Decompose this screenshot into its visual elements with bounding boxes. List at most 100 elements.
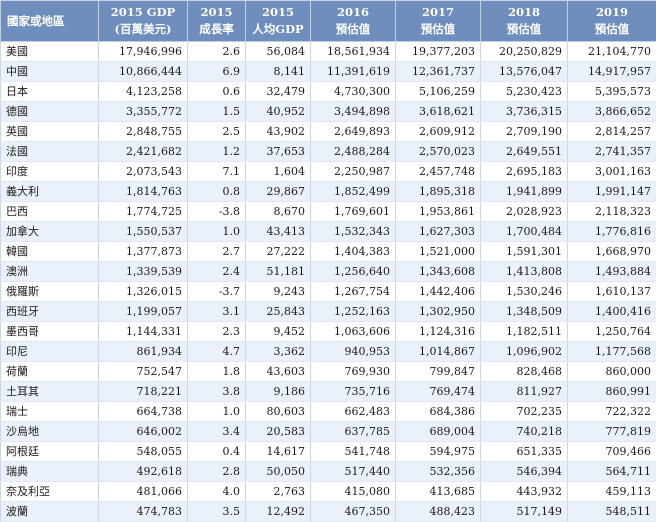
gdp-2015-cell: 4,123,258 (99, 82, 188, 102)
estimate-2016-cell: 1,252,163 (311, 302, 396, 322)
estimate-2019-cell: 564,711 (568, 462, 656, 482)
estimate-2016-cell: 1,063,606 (311, 322, 396, 342)
estimate-2016-cell: 662,483 (311, 402, 396, 422)
header-gdp-2015: 2015 GDP(百萬美元) (99, 1, 188, 42)
estimate-2018-cell: 3,736,315 (481, 102, 568, 122)
estimate-2018-cell: 2,709,190 (481, 122, 568, 142)
estimate-2019-cell: 1,668,970 (568, 242, 656, 262)
growth-2015-cell: 1.0 (188, 222, 246, 242)
estimate-2017-cell: 1,442,406 (396, 282, 481, 302)
header-country-label: 國家或地區 (7, 14, 65, 28)
per-capita-2015-cell: 50,050 (246, 462, 311, 482)
estimate-2017-cell: 1,124,316 (396, 322, 481, 342)
country-cell: 法國 (1, 142, 99, 162)
gdp-2015-cell: 1,814,763 (99, 182, 188, 202)
gdp-2015-cell: 474,783 (99, 502, 188, 522)
growth-2015-cell: 2.6 (188, 42, 246, 62)
country-cell: 德國 (1, 102, 99, 122)
estimate-2018-cell: 702,235 (481, 402, 568, 422)
estimate-2019-cell: 777,819 (568, 422, 656, 442)
per-capita-2015-cell: 8,141 (246, 62, 311, 82)
gdp-2015-cell: 2,421,682 (99, 142, 188, 162)
gdp-2015-cell: 548,055 (99, 442, 188, 462)
per-capita-2015-cell: 20,583 (246, 422, 311, 442)
estimate-2016-cell: 467,350 (311, 502, 396, 522)
estimate-2017-cell: 2,570,023 (396, 142, 481, 162)
gdp-2015-cell: 1,550,537 (99, 222, 188, 242)
country-cell: 加拿大 (1, 222, 99, 242)
estimate-2019-cell: 722,322 (568, 402, 656, 422)
growth-2015-cell: 0.8 (188, 182, 246, 202)
country-cell: 瑞典 (1, 462, 99, 482)
country-cell: 墨西哥 (1, 322, 99, 342)
country-cell: 西班牙 (1, 302, 99, 322)
gdp-2015-cell: 1,326,015 (99, 282, 188, 302)
gdp-2015-cell: 1,199,057 (99, 302, 188, 322)
growth-2015-cell: 4.0 (188, 482, 246, 502)
estimate-2017-cell: 2,457,748 (396, 162, 481, 182)
estimate-2019-cell: 1,177,568 (568, 342, 656, 362)
estimate-2019-cell: 1,493,884 (568, 262, 656, 282)
estimate-2019-cell: 860,000 (568, 362, 656, 382)
estimate-2017-cell: 594,975 (396, 442, 481, 462)
estimate-2017-cell: 684,386 (396, 402, 481, 422)
estimate-2019-cell: 860,991 (568, 382, 656, 402)
gdp-2015-cell: 646,002 (99, 422, 188, 442)
estimate-2019-cell: 1,991,147 (568, 182, 656, 202)
gdp-2015-cell: 1,144,331 (99, 322, 188, 342)
estimate-2017-cell: 413,685 (396, 482, 481, 502)
header-growth-2015-line1: 2015 (191, 4, 242, 21)
header-estimate-2018-line1: 2018 (484, 4, 564, 21)
growth-2015-cell: 1.8 (188, 362, 246, 382)
growth-2015-cell: 1.5 (188, 102, 246, 122)
header-per-capita-2015-line1: 2015 (249, 4, 307, 21)
per-capita-2015-cell: 80,603 (246, 402, 311, 422)
per-capita-2015-cell: 25,843 (246, 302, 311, 322)
per-capita-2015-cell: 14,617 (246, 442, 311, 462)
estimate-2017-cell: 1,627,303 (396, 222, 481, 242)
estimate-2019-cell: 3,001,163 (568, 162, 656, 182)
estimate-2016-cell: 1,532,343 (311, 222, 396, 242)
growth-2015-cell: 2.3 (188, 322, 246, 342)
growth-2015-cell: 3.1 (188, 302, 246, 322)
estimate-2019-cell: 1,250,764 (568, 322, 656, 342)
estimate-2016-cell: 2,649,893 (311, 122, 396, 142)
estimate-2016-cell: 2,488,284 (311, 142, 396, 162)
header-estimate-2016-line2: 預估值 (314, 21, 392, 38)
per-capita-2015-cell: 32,479 (246, 82, 311, 102)
estimate-2019-cell: 2,118,323 (568, 202, 656, 222)
estimate-2019-cell: 3,866,652 (568, 102, 656, 122)
estimate-2016-cell: 541,748 (311, 442, 396, 462)
country-cell: 中國 (1, 62, 99, 82)
estimate-2016-cell: 1,852,499 (311, 182, 396, 202)
country-cell: 波蘭 (1, 502, 99, 522)
estimate-2019-cell: 14,917,957 (568, 62, 656, 82)
estimate-2018-cell: 2,695,183 (481, 162, 568, 182)
growth-2015-cell: 2.4 (188, 262, 246, 282)
growth-2015-cell: 0.6 (188, 82, 246, 102)
estimate-2018-cell: 811,927 (481, 382, 568, 402)
country-cell: 印尼 (1, 342, 99, 362)
estimate-2017-cell: 3,618,621 (396, 102, 481, 122)
per-capita-2015-cell: 2,763 (246, 482, 311, 502)
gdp-2015-cell: 2,073,543 (99, 162, 188, 182)
estimate-2017-cell: 5,106,259 (396, 82, 481, 102)
estimate-2018-cell: 1,591,301 (481, 242, 568, 262)
per-capita-2015-cell: 1,604 (246, 162, 311, 182)
country-cell: 瑞士 (1, 402, 99, 422)
per-capita-2015-cell: 40,952 (246, 102, 311, 122)
